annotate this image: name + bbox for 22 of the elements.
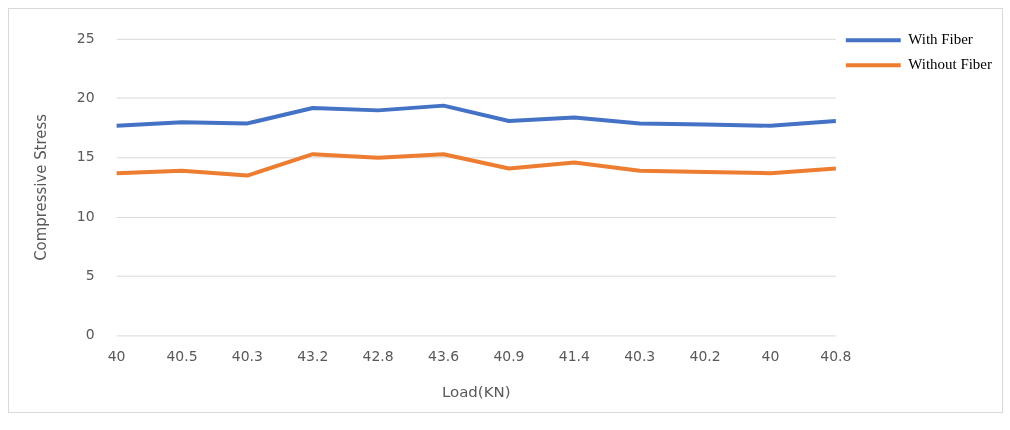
y-tick-label: 10 [76,207,95,224]
x-tick-label: 41.4 [558,348,590,365]
x-tick-label: 40 [107,348,126,365]
x-tick-label: 40.3 [624,348,656,365]
legend-label: Without Fiber [908,56,992,73]
y-tick-label: 25 [76,29,95,46]
y-tick-label: 15 [76,148,95,165]
x-tick-label: 40.5 [166,348,198,365]
x-tick-label: 40.8 [820,348,852,365]
x-tick-label: 40.9 [493,348,525,365]
y-tick-label: 20 [76,89,95,106]
x-axis-title: Load(KN) [441,382,511,401]
x-tick-label: 43.6 [427,348,460,365]
y-axis-title: Compressive Stress [31,113,50,261]
legend-label: With Fiber [908,31,973,48]
x-tick-label: 43.2 [297,348,329,365]
x-tick-label: 42.8 [362,348,394,365]
x-tick-label: 40.3 [231,348,263,365]
x-tick-label: 40 [761,348,780,365]
y-tick-label: 5 [85,266,95,283]
y-tick-label: 0 [85,326,95,343]
x-tick-label: 40.2 [689,348,721,365]
